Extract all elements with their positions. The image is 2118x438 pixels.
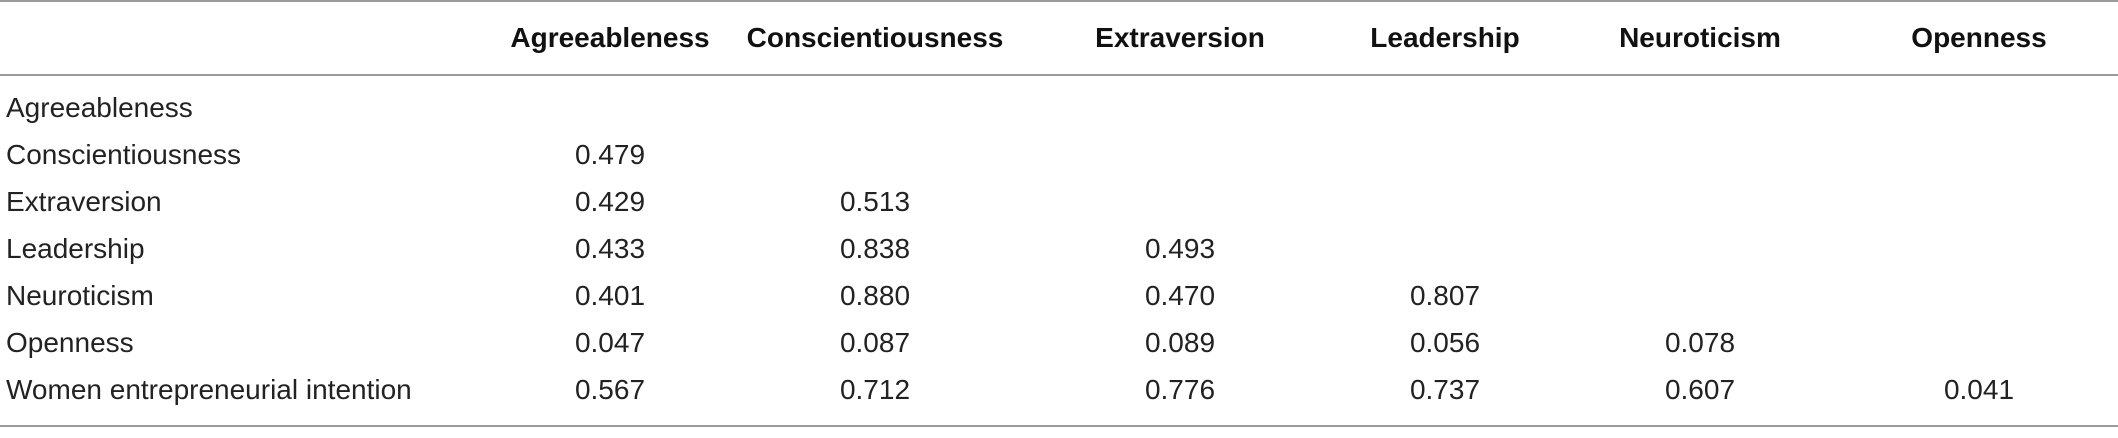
table-cell: 0.567 [574,373,646,405]
table-cell: 0.479 [574,138,646,170]
header-row: Agreeableness Conscientiousness Extraver… [0,1,2118,75]
table-cell: 0.047 [574,326,646,358]
row-label: Agreeableness [6,91,193,123]
table-cell: 0.880 [839,279,911,311]
table-cell [1840,75,2118,131]
header-cell-neuroticism: Neuroticism [1619,22,1781,53]
row-label: Women entrepreneurial intention [6,373,412,405]
table-cell [1840,131,2118,178]
table-cell: 0.041 [1943,373,2015,405]
table-cell: 0.401 [574,279,646,311]
table-cell [500,75,720,131]
row-label: Extraversion [6,185,162,217]
table-cell: 0.433 [574,232,646,264]
table-cell [1840,319,2118,366]
table-cell [1560,178,1840,225]
table-cell: 0.776 [1144,373,1216,405]
correlation-table: Agreeableness Conscientiousness Extraver… [0,1,2118,426]
header-cell-empty [0,1,500,75]
row-label: Leadership [6,232,145,264]
table-cell: 0.056 [1409,326,1481,358]
table-row: Leadership 0.433 0.838 0.493 [0,225,2118,272]
table-cell [1560,272,1840,319]
table-cell: 0.078 [1664,326,1736,358]
table-cell [1560,131,1840,178]
table-cell [1840,178,2118,225]
table-cell: 0.737 [1409,373,1481,405]
table-cell [720,131,1030,178]
table-row: Openness 0.047 0.087 0.089 0.056 0.078 [0,319,2118,366]
table-cell [1560,225,1840,272]
table-cell [1030,131,1330,178]
table-cell: 0.807 [1409,279,1481,311]
table-row: Agreeableness [0,75,2118,131]
table-cell [1330,131,1560,178]
table-cell: 0.838 [839,232,911,264]
table-cell [1840,272,2118,319]
table-cell [1330,75,1560,131]
table-row: Neuroticism 0.401 0.880 0.470 0.807 [0,272,2118,319]
table-cell: 0.712 [839,373,911,405]
table-cell [1330,225,1560,272]
table-row: Conscientiousness 0.479 [0,131,2118,178]
table-cell [720,75,1030,131]
table-header: Agreeableness Conscientiousness Extraver… [0,1,2118,75]
table-cell: 0.089 [1144,326,1216,358]
table-cell [1330,178,1560,225]
table-cell [1030,75,1330,131]
correlation-table-container: Agreeableness Conscientiousness Extraver… [0,1,2118,426]
table-cell: 0.513 [839,185,911,217]
table-body: Agreeableness Conscientiousness 0.479 Ex… [0,75,2118,426]
table-row: Extraversion 0.429 0.513 [0,178,2118,225]
row-label: Neuroticism [6,279,154,311]
table-cell [1030,178,1330,225]
header-cell-openness: Openness [1911,22,2047,53]
table-cell [1560,75,1840,131]
header-cell-agreeableness: Agreeableness [510,22,710,53]
table-row: Women entrepreneurial intention 0.567 0.… [0,366,2118,426]
row-label: Conscientiousness [6,138,242,170]
row-label: Openness [6,326,134,358]
table-cell: 0.087 [839,326,911,358]
header-cell-extraversion: Extraversion [1095,22,1265,53]
table-cell [1840,225,2118,272]
table-cell: 0.429 [574,185,646,217]
header-cell-leadership: Leadership [1370,22,1520,53]
header-cell-conscientiousness: Conscientiousness [746,22,1004,53]
table-cell: 0.470 [1144,279,1216,311]
table-cell: 0.607 [1664,373,1736,405]
table-cell: 0.493 [1144,232,1216,264]
